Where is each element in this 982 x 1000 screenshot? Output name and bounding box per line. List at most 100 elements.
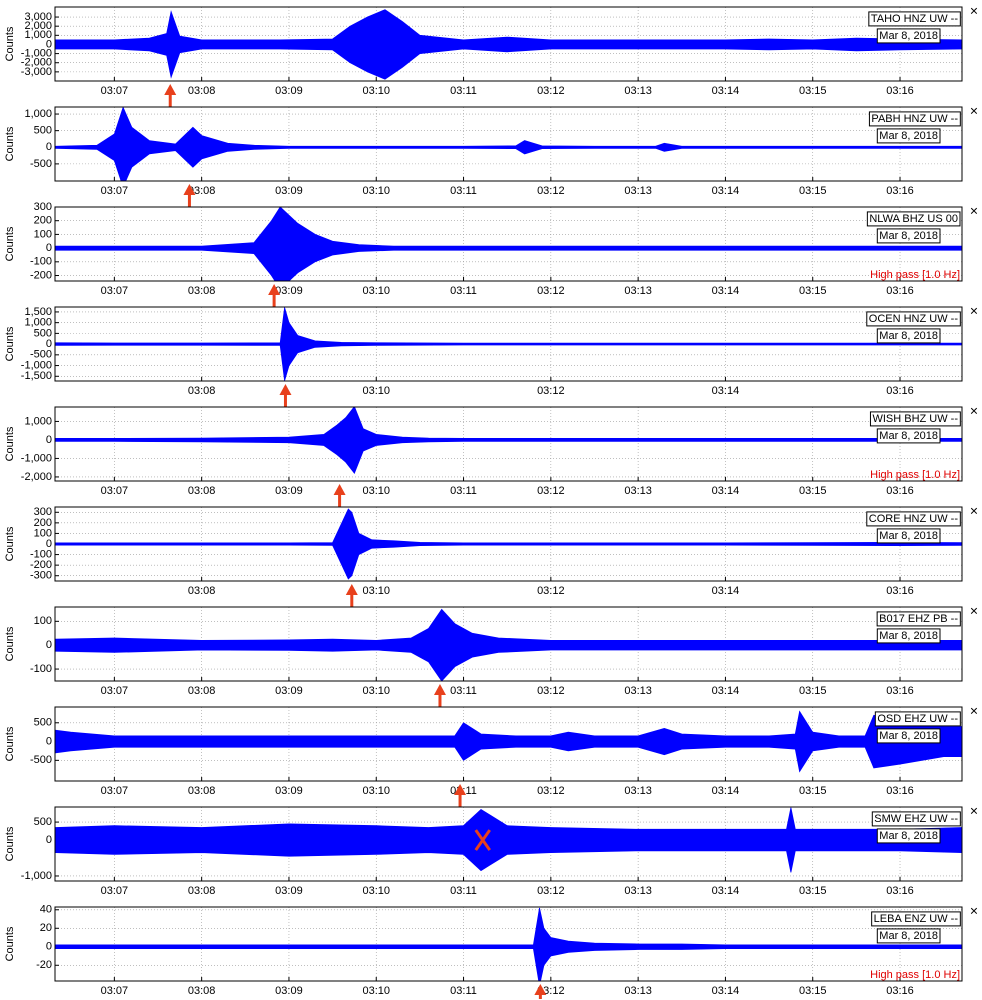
close-button[interactable]: × <box>970 103 978 119</box>
x-tick-label: 03:07 <box>101 85 129 97</box>
date-label: Mar 8, 2018 <box>879 330 938 342</box>
waveform <box>55 907 962 981</box>
y-tick-label: 1,000 <box>24 317 52 329</box>
x-tick-label: 03:08 <box>188 285 216 297</box>
y-tick-label: 200 <box>34 517 52 529</box>
x-tick-label: 03:13 <box>624 285 652 297</box>
waveform <box>55 807 962 873</box>
close-button[interactable]: × <box>970 803 978 819</box>
panel: 03:08 03:10 03:12 03:14 03:163002001000-100-… <box>4 503 978 621</box>
date-label: Mar 8, 2018 <box>879 930 938 942</box>
station-box <box>876 611 961 627</box>
x-tick-label: 03:11 <box>450 885 477 897</box>
arrow-head <box>268 284 281 295</box>
waveform <box>55 508 962 580</box>
x-stroke <box>474 829 491 851</box>
trace <box>55 508 962 580</box>
plot-frame <box>54 406 963 482</box>
filter-label: High pass [1.0 Hz] <box>870 269 960 281</box>
arrow-head <box>279 384 292 395</box>
station-box <box>871 911 961 927</box>
date-box <box>876 128 941 144</box>
x-tick-label: 03:16 <box>886 785 914 797</box>
x-tick-label: 03:14 <box>712 785 740 797</box>
y-tick-label: -3,000 <box>21 66 52 78</box>
station-label: OSD EHZ UW -- <box>877 713 958 725</box>
station-label: NLWA BHZ US 00 <box>869 213 958 225</box>
y-tick-label: 1,500 <box>24 306 52 318</box>
close-button[interactable]: × <box>970 503 978 519</box>
date-label: Mar 8, 2018 <box>879 30 938 42</box>
y-tick-label: 300 <box>34 506 52 518</box>
x-tick-label: 03:09 <box>275 885 303 897</box>
x-tick-label: 03:13 <box>624 785 652 797</box>
y-tick-label: -100 <box>30 548 52 560</box>
trace <box>55 710 962 773</box>
x-tick-label: 03:16 <box>886 585 914 597</box>
y-tick-label: 300 <box>34 201 52 213</box>
y-axis-label: Counts <box>4 426 16 461</box>
x-tick-label: 03:08 <box>188 85 216 97</box>
arrival-marker <box>474 829 491 851</box>
close-button[interactable]: × <box>970 3 978 19</box>
date-box <box>876 428 941 444</box>
x-tick-label: 03:16 <box>886 485 914 497</box>
x-tick-label: 03:10 <box>362 85 390 97</box>
station-label: SMW EHZ UW -- <box>874 813 958 825</box>
date-box <box>876 728 941 744</box>
trace <box>55 107 962 181</box>
y-tick-label: 2,000 <box>24 20 52 32</box>
y-tick-label: 0 <box>46 735 52 747</box>
x-tick-label: 03:13 <box>624 185 652 197</box>
y-tick-label: -100 <box>30 663 52 675</box>
station-label: TAHO HNZ UW -- <box>871 13 959 25</box>
x-tick-label: 03:14 <box>712 285 740 297</box>
close-button[interactable]: × <box>970 903 978 919</box>
y-tick-label: 0 <box>46 434 52 446</box>
y-tick-label: -200 <box>30 559 52 571</box>
station-label: OCEN HNZ UW -- <box>869 313 959 325</box>
station-box <box>866 211 961 227</box>
y-axis-label: Counts <box>4 826 16 861</box>
station-label: B017 EHZ PB -- <box>879 613 958 625</box>
y-tick-label: -500 <box>30 754 52 766</box>
x-tick-label: 03:15 <box>799 485 827 497</box>
y-tick-label: 20 <box>40 922 52 934</box>
x-tick-label: 03:08 <box>188 485 216 497</box>
y-tick-label: -1,000 <box>21 452 52 464</box>
x-tick-label: 03:11 <box>450 485 477 497</box>
date-box <box>876 628 941 644</box>
x-tick-label: 03:10 <box>362 985 390 997</box>
close-button[interactable]: × <box>970 303 978 319</box>
y-tick-label: 0 <box>46 639 52 651</box>
x-tick-label: 03:11 <box>450 85 477 97</box>
x-tick-label: 03:14 <box>712 485 740 497</box>
date-label: Mar 8, 2018 <box>879 230 938 242</box>
x-tick-label: 03:07 <box>101 885 129 897</box>
close-button[interactable]: × <box>970 603 978 619</box>
waveform <box>55 608 962 681</box>
date-label: Mar 8, 2018 <box>879 830 938 842</box>
y-tick-label: -100 <box>30 256 52 268</box>
close-button[interactable]: × <box>970 703 978 719</box>
x-tick-label: 03:07 <box>101 785 129 797</box>
y-tick-label: -200 <box>30 269 52 281</box>
x-tick-label: 03:08 <box>188 785 216 797</box>
x-tick-label: 03:10 <box>362 385 390 397</box>
x-tick-label: 03:09 <box>275 185 303 197</box>
y-axis-label: Counts <box>4 726 16 761</box>
close-button[interactable]: × <box>970 403 978 419</box>
y-tick-label: -20 <box>36 959 52 971</box>
date-box <box>876 528 941 544</box>
x-tick-label: 03:14 <box>712 685 740 697</box>
filter-label: High pass [1.0 Hz] <box>870 469 960 481</box>
x-tick-label: 03:08 <box>188 685 216 697</box>
x-tick-label: 03:08 <box>188 985 216 997</box>
y-tick-label: 200 <box>34 215 52 227</box>
y-tick-label: 500 <box>34 125 52 137</box>
x-tick-label: 03:11 <box>450 685 477 697</box>
plot-frame <box>54 6 963 82</box>
close-button[interactable]: × <box>970 203 978 219</box>
